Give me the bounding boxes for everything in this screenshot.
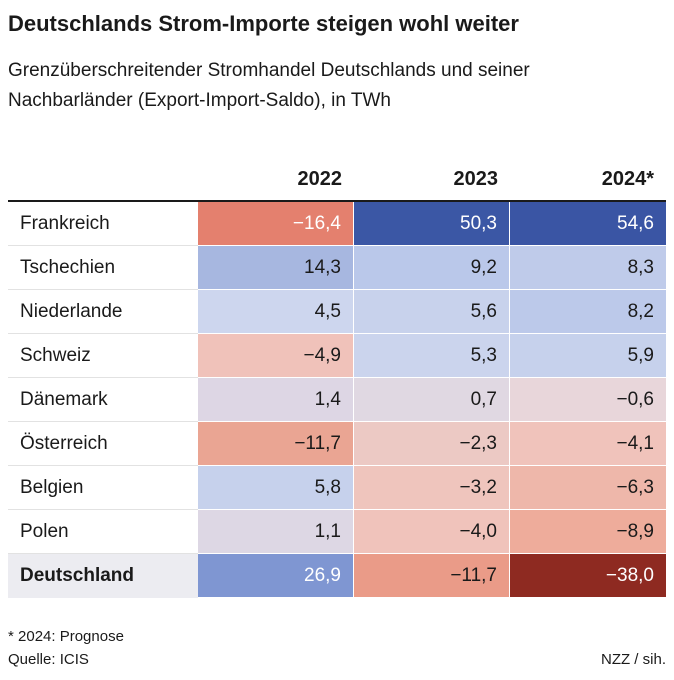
column-header-2022: 2022: [297, 167, 343, 190]
value-cell-2022: 1,1: [198, 510, 354, 554]
table-row: Österreich −11,7 −2,3 −4,1: [8, 422, 666, 466]
value-cell-2023: −3,2: [354, 466, 510, 510]
row-label: Deutschland: [8, 554, 198, 598]
value-cell-2024: −8,9: [510, 510, 666, 554]
table-row: Schweiz −4,9 5,3 5,9: [8, 334, 666, 378]
value-cell-2024: 54,6: [510, 202, 666, 246]
value-cell-2023: 5,3: [354, 334, 510, 378]
value-cell-2022: −16,4: [198, 202, 354, 246]
value-cell-2022: 1,4: [198, 378, 354, 422]
value-cell-2024: −4,1: [510, 422, 666, 466]
table-row: Tschechien 14,3 9,2 8,3: [8, 246, 666, 290]
value-cell-2022: −4,9: [198, 334, 354, 378]
value-cell-2022: −11,7: [198, 422, 354, 466]
footnote: * 2024: Prognose: [8, 628, 124, 645]
value-cell-2022: 4,5: [198, 290, 354, 334]
table-body: Frankreich −16,4 50,3 54,6 Tschechien 14,3 9,2…: [8, 202, 666, 598]
value-cell-2023: 0,7: [354, 378, 510, 422]
chart-title: Deutschlands Strom-Importe steigen wohl …: [8, 11, 519, 36]
value-cell-2024: 8,2: [510, 290, 666, 334]
row-label: Frankreich: [8, 202, 198, 246]
value-cell-2023: 9,2: [354, 246, 510, 290]
value-cell-2024: 8,3: [510, 246, 666, 290]
value-cell-2023: 50,3: [354, 202, 510, 246]
source-note: Quelle: ICIS: [8, 651, 89, 668]
data-table: 2022 2023 2024* Frankreich −16,4 50,3 54,6 T…: [8, 158, 666, 598]
value-cell-2022: 14,3: [198, 246, 354, 290]
value-cell-2023: −11,7: [354, 554, 510, 598]
table-header-row: 2022 2023 2024*: [8, 158, 666, 202]
value-cell-2024: 5,9: [510, 334, 666, 378]
value-cell-2023: 5,6: [354, 290, 510, 334]
row-label: Schweiz: [8, 334, 198, 378]
table-row: Dänemark 1,4 0,7 −0,6: [8, 378, 666, 422]
row-label: Tschechien: [8, 246, 198, 290]
row-label: Niederlande: [8, 290, 198, 334]
table-row: Polen 1,1 −4,0 −8,9: [8, 510, 666, 554]
value-cell-2023: −4,0: [354, 510, 510, 554]
row-label: Österreich: [8, 422, 198, 466]
credit-note: NZZ / sih.: [600, 651, 666, 668]
table-row: Frankreich −16,4 50,3 54,6: [8, 202, 666, 246]
value-cell-2022: 5,8: [198, 466, 354, 510]
column-header-2024: 2024*: [601, 167, 654, 190]
row-label: Belgien: [8, 466, 198, 510]
row-label: Dänemark: [8, 378, 198, 422]
total-row: Deutschland 26,9 −11,7 −38,0: [8, 554, 666, 598]
value-cell-2024: −0,6: [510, 378, 666, 422]
table-row: Belgien 5,8 −3,2 −6,3: [8, 466, 666, 510]
value-cell-2023: −2,3: [354, 422, 510, 466]
value-cell-2024: −6,3: [510, 466, 666, 510]
chart-subtitle: Grenzüberschreitender Stromhandel Deutsc…: [8, 60, 530, 111]
value-cell-2022: 26,9: [198, 554, 354, 598]
column-header-2023: 2023: [453, 167, 499, 190]
row-label: Polen: [8, 510, 198, 554]
table-row: Niederlande 4,5 5,6 8,2: [8, 290, 666, 334]
value-cell-2024: −38,0: [510, 554, 666, 598]
